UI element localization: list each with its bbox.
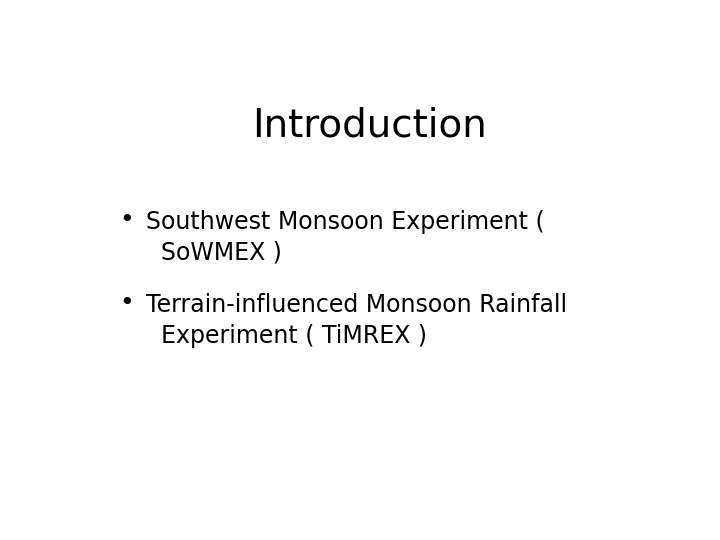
Text: •: •: [119, 208, 134, 232]
Text: Terrain-influenced Monsoon Rainfall
  Experiment ( TiMREX ): Terrain-influenced Monsoon Rainfall Expe…: [145, 294, 567, 348]
Text: Introduction: Introduction: [251, 106, 487, 144]
Text: Southwest Monsoon Experiment (
  SoWMEX ): Southwest Monsoon Experiment ( SoWMEX ): [145, 210, 544, 265]
Text: •: •: [119, 292, 134, 315]
